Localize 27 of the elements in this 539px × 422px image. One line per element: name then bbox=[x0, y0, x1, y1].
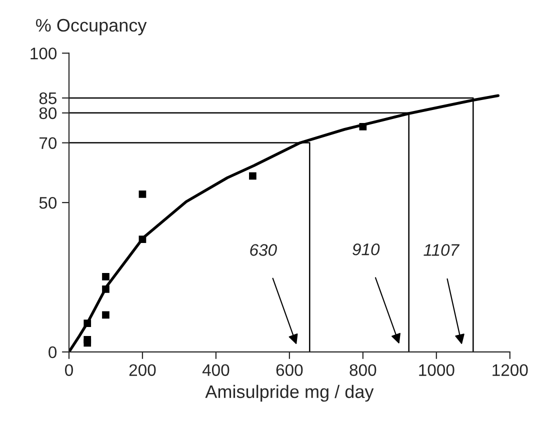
y-tick-label: 70 bbox=[40, 137, 57, 150]
point bbox=[102, 272, 110, 280]
x-tick-label: 1200 bbox=[492, 364, 528, 376]
y-tick-label: 85 bbox=[39, 92, 56, 104]
point bbox=[138, 190, 146, 198]
point bbox=[84, 320, 92, 327]
point bbox=[102, 311, 110, 319]
annotation: 910 bbox=[352, 243, 380, 256]
x-tick-label: 1000 bbox=[419, 364, 454, 376]
point bbox=[138, 236, 146, 243]
x-tick-label: 0 bbox=[65, 364, 73, 376]
y-axis-title: % Occupancy bbox=[36, 18, 147, 36]
x-tick-label: 800 bbox=[350, 364, 376, 376]
point bbox=[359, 122, 367, 130]
point bbox=[102, 286, 110, 293]
point bbox=[84, 339, 92, 347]
x-axis-title: Amisulpride mg / day bbox=[205, 384, 374, 402]
x-tick-label: 600 bbox=[276, 364, 303, 376]
x-tick-label: 400 bbox=[202, 364, 230, 376]
annotation: 630 bbox=[250, 244, 277, 256]
x-tick-label: 200 bbox=[129, 364, 156, 376]
y-tick-label: 50 bbox=[39, 196, 57, 209]
y-tick-label: 100 bbox=[30, 48, 57, 60]
point bbox=[249, 172, 256, 180]
annotation: 1107 bbox=[424, 244, 460, 256]
y-tick-label: 0 bbox=[48, 346, 57, 358]
y-tick-label: 80 bbox=[39, 107, 57, 120]
